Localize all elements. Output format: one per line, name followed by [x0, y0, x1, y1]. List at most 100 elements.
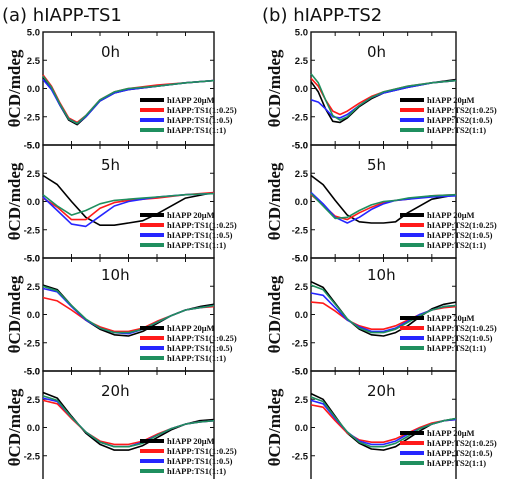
chart-title: (a) hIAPP-TS1	[2, 5, 122, 26]
legend-label: hIAPP:TS1(1:1)	[167, 466, 226, 476]
legend-label: hIAPP:TS1(1:0.25)	[167, 446, 237, 456]
legend-label: hIAPP:TS1(1:0.5)	[167, 456, 233, 466]
series-line	[310, 404, 457, 443]
y-tick-label: 0.0	[295, 84, 308, 95]
y-tick-label: 5.0	[27, 254, 40, 265]
y-axis-label: θCD/mdeg	[5, 388, 24, 466]
y-tick-label: 0.0	[295, 197, 308, 208]
time-label: 20h	[101, 382, 130, 400]
series-line	[42, 75, 215, 125]
y-tick-label: 0.0	[27, 310, 40, 321]
y-tick-label: -2.5	[292, 225, 309, 236]
y-tick-label: 2.5	[27, 56, 41, 67]
y-tick-label: 2.5	[27, 282, 41, 293]
series-line	[310, 73, 457, 121]
y-tick-label: 2.5	[295, 56, 309, 67]
time-label: 0h	[367, 43, 386, 61]
series-line	[42, 395, 215, 448]
panel-20h: 5.02.50.0-2.5-5.020hhIAPP 20μMhIAPP:TS1(…	[5, 367, 237, 479]
y-tick-label: -5.0	[292, 141, 308, 152]
y-tick-label: -2.5	[24, 451, 41, 462]
chart-b: (b) hIAPP-TS2 5.0 2.5 0.0 -2.5 -5.0 0h hIAPP 20…	[262, 5, 497, 479]
y-tick-label: -2.5	[24, 112, 41, 123]
legend-label: hIAPP:TS1(1:0.25)	[167, 105, 237, 115]
y-tick-label: 5.0	[295, 254, 308, 265]
time-label: 5h	[101, 156, 120, 174]
legend-label: hIAPP:TS1(1:0.25)	[167, 333, 237, 343]
legend-label: hIAPP:TS2(1:1)	[427, 343, 486, 353]
chart-title: (b) hIAPP-TS2	[262, 5, 382, 26]
legend-label: hIAPP:TS1(1:0.5)	[167, 343, 233, 353]
y-tick-label: 2.5	[295, 169, 309, 180]
panel-20h: 5.02.50.0-2.5-5.020hhIAPP 20μMhIAPP:TS2(…	[265, 367, 497, 479]
y-tick-label: 2.5	[27, 395, 41, 406]
legend-label: hIAPP:TS2(1:0.5)	[427, 448, 493, 458]
series-line	[42, 192, 215, 216]
y-axis-label: θCD/mdeg	[5, 162, 24, 240]
chart-a: (a) hIAPP-TS1 5.0 2.5 0.0 -2.5 -5.0 0h hIAPP 20…	[2, 5, 237, 479]
time-label: 10h	[101, 266, 130, 284]
y-tick-label: 5.0	[27, 28, 40, 39]
y-tick-label: -5.0	[24, 367, 40, 378]
legend-label: hIAPP:TS2(1:0.25)	[427, 438, 497, 448]
legend-label: hIAPP 20μM	[427, 428, 475, 438]
y-axis-label: θCD/mdeg	[265, 275, 284, 353]
y-tick-label: -5.0	[292, 367, 308, 378]
y-tick-label: -5.0	[24, 254, 40, 265]
y-tick-label: 0.0	[295, 310, 308, 321]
legend-label: hIAPP 20μM	[427, 210, 475, 220]
legend-label: hIAPP:TS2(1:0.5)	[427, 333, 493, 343]
legend-label: hIAPP:TS2(1:1)	[427, 240, 486, 250]
time-label: 10h	[367, 266, 396, 284]
legend-label: hIAPP:TS1(1:0.25)	[167, 220, 237, 230]
y-tick-label: 5.0	[27, 367, 40, 378]
y-axis-label: θCD/mdeg	[5, 275, 24, 353]
y-tick-label: 5.0	[295, 141, 308, 152]
series-line	[42, 285, 215, 334]
y-axis-label: θCD/mdeg	[265, 388, 284, 466]
y-tick-label: -5.0	[24, 141, 40, 152]
series-line	[310, 284, 457, 334]
y-axis-label: θCD/mdeg	[5, 49, 24, 127]
y-tick-label: -2.5	[292, 451, 309, 462]
y-tick-label: -2.5	[24, 338, 41, 349]
y-tick-label: 2.5	[27, 169, 41, 180]
legend-label: hIAPP 20μM	[167, 210, 215, 220]
y-tick-label: -2.5	[292, 112, 309, 123]
y-axis-label: θCD/mdeg	[265, 162, 284, 240]
y-tick-label: -5.0	[292, 254, 308, 265]
legend-label: hIAPP:TS1(1:1)	[167, 353, 226, 363]
legend-label: hIAPP:TS1(1:1)	[167, 240, 226, 250]
legend-label: hIAPP:TS2(1:0.25)	[427, 105, 497, 115]
legend-label: hIAPP 20μM	[167, 95, 215, 105]
legend-label: hIAPP:TS1(1:0.5)	[167, 230, 233, 240]
y-tick-label: 0.0	[27, 84, 40, 95]
time-label: 5h	[367, 156, 386, 174]
y-tick-label: 2.5	[295, 282, 309, 293]
y-tick-label: 5.0	[295, 28, 308, 39]
y-tick-label: -2.5	[292, 338, 309, 349]
series-line	[310, 174, 457, 224]
legend-label: hIAPP:TS2(1:1)	[427, 125, 486, 135]
y-tick-label: 5.0	[27, 141, 40, 152]
series-line	[42, 174, 215, 226]
y-tick-label: 0.0	[27, 423, 40, 434]
y-tick-label: 0.0	[27, 197, 40, 208]
legend-label: hIAPP 20μM	[427, 95, 475, 105]
legend-label: hIAPP:TS2(1:0.5)	[427, 230, 493, 240]
y-tick-label: -2.5	[24, 225, 41, 236]
legend-label: hIAPP 20μM	[427, 313, 475, 323]
legend-label: hIAPP:TS1(1:1)	[167, 125, 226, 135]
legend-label: hIAPP 20μM	[167, 436, 215, 446]
series-line	[310, 396, 457, 448]
legend-label: hIAPP 20μM	[167, 323, 215, 333]
panel-10h: 5.0 2.5 0.0 -2.5 -5.0 10h hIAPP 20μM hIAPP:TS2(…	[265, 254, 497, 378]
legend-label: hIAPP:TS2(1:0.5)	[427, 115, 493, 125]
time-label: 0h	[101, 43, 120, 61]
legend-label: hIAPP:TS1(1:0.5)	[167, 115, 233, 125]
